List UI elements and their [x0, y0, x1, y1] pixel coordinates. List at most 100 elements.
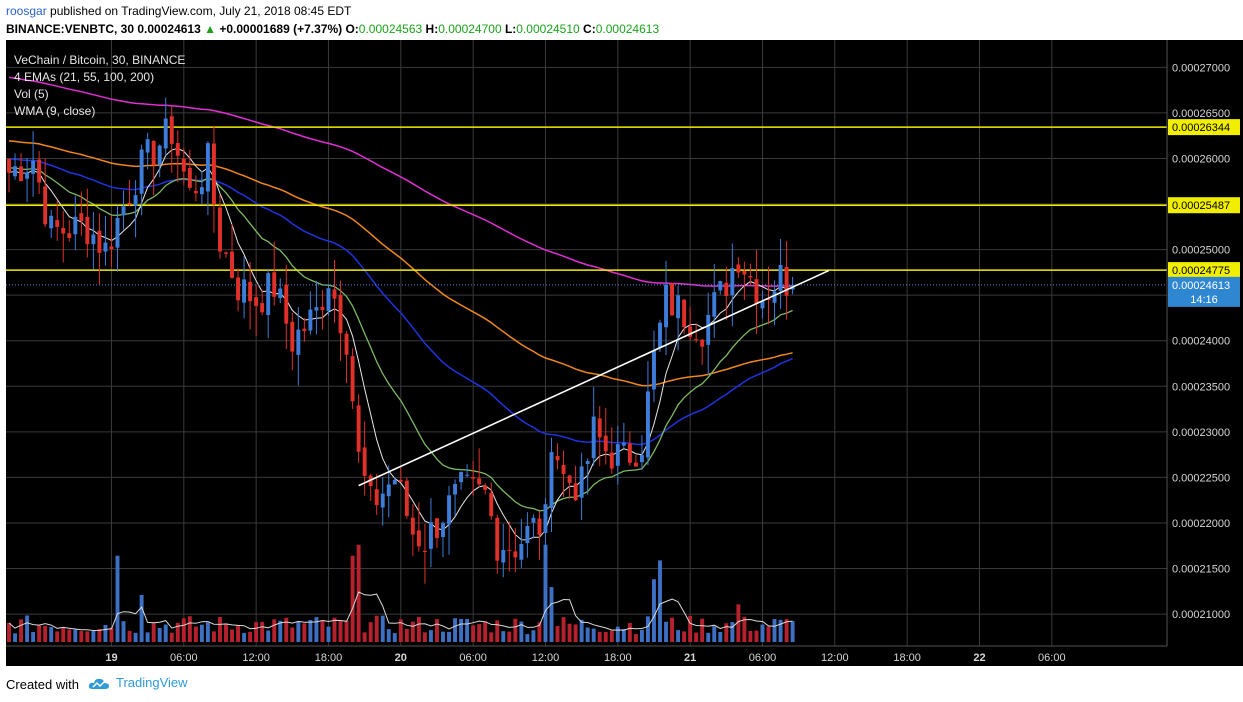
volume-bar — [224, 624, 228, 642]
volume-bar — [410, 621, 415, 642]
volume-bar — [332, 617, 337, 642]
volume-bar — [772, 619, 777, 642]
volume-bar — [712, 626, 717, 642]
volume-bar — [658, 560, 662, 642]
chart-area[interactable]: 0.00021000 0.00021500 0.00022000 0.00022500… — [6, 40, 1243, 666]
candle-body — [513, 551, 518, 558]
volume-bar — [471, 625, 476, 642]
legend-vol: Vol (5) — [14, 87, 49, 101]
y-tick-label: 0.00023000 — [1172, 427, 1230, 439]
volume-bar — [199, 624, 204, 642]
volume-bar — [603, 631, 608, 642]
y-tick-label: 0.00026000 — [1172, 153, 1230, 165]
candle-body — [428, 522, 433, 549]
volume-bar — [350, 555, 355, 642]
volume-bar — [278, 620, 283, 642]
candle-body — [121, 206, 126, 216]
volume-bar — [338, 620, 343, 642]
volume-bar — [175, 622, 180, 642]
volume-bar — [193, 626, 198, 642]
level-badge-label: 0.00026344 — [1172, 122, 1230, 134]
legend-title: VeChain / Bitcoin, 30, BINANCE — [14, 53, 185, 67]
time-axis[interactable] — [6, 646, 1167, 666]
candle-body — [531, 517, 536, 523]
horizontal-levels[interactable] — [6, 126, 1167, 286]
ema-55-line — [8, 158, 793, 446]
candle-body — [73, 216, 78, 235]
x-tick-label: 18:00 — [604, 652, 632, 664]
tradingview-link[interactable]: TradingView — [88, 675, 188, 690]
volume-bar — [477, 624, 482, 642]
candle-body — [706, 314, 711, 345]
volume-bar — [386, 629, 391, 642]
candle-body — [489, 493, 494, 517]
candle-body — [199, 187, 204, 195]
volume-bar — [218, 617, 222, 642]
x-tick-label: 22 — [973, 652, 985, 664]
level-badge — [1168, 197, 1240, 214]
volume-bar — [37, 625, 42, 642]
candle-body — [754, 279, 759, 304]
footer: Created with TradingView — [0, 666, 1243, 702]
volume-bar — [266, 630, 271, 642]
volume-bar — [573, 624, 578, 642]
volume-bar — [627, 623, 632, 642]
candle-body — [694, 339, 699, 341]
trendline[interactable] — [358, 269, 830, 487]
level-badge-label: 0.00024775 — [1172, 265, 1230, 277]
volume-bar — [459, 618, 464, 642]
volume-bar — [609, 630, 614, 642]
wma-9-line — [8, 147, 793, 541]
x-tick-label: 18:00 — [315, 652, 343, 664]
candle-body — [597, 418, 602, 438]
candle-body — [483, 485, 488, 490]
x-tick-label: 06:00 — [1038, 652, 1066, 664]
candle-body — [459, 471, 464, 483]
x-tick-label: 18:00 — [893, 652, 921, 664]
y-tick-label: 0.00021000 — [1172, 609, 1230, 621]
candle-body — [615, 444, 620, 466]
candle-body — [422, 550, 427, 553]
candle-body — [621, 442, 626, 446]
volume-bar — [254, 622, 259, 642]
volume-bar — [308, 619, 313, 642]
volume-bar — [13, 633, 17, 642]
price-axis[interactable] — [1167, 40, 1243, 666]
candle-body — [79, 213, 84, 222]
volume-bar — [465, 619, 470, 642]
candle-body — [55, 220, 60, 227]
candle-body — [374, 489, 379, 506]
candle-body — [230, 251, 234, 278]
candle-body — [224, 252, 228, 254]
candle-body — [772, 291, 777, 303]
y-tick-label: 0.00021500 — [1172, 564, 1230, 576]
candle-body — [356, 405, 361, 452]
candle-body — [555, 456, 560, 461]
volume-bar — [676, 630, 681, 642]
candle-body — [639, 455, 644, 463]
candle-body — [688, 326, 693, 337]
close-label: C: — [583, 22, 596, 36]
candle-body — [760, 301, 765, 309]
candle-body — [748, 276, 753, 278]
volume-bar — [694, 632, 699, 642]
candle-body — [664, 284, 668, 328]
price-chart[interactable]: 0.00021000 0.00021500 0.00022000 0.00022500… — [6, 40, 1243, 666]
author-link[interactable]: roosgar — [6, 4, 47, 18]
high-label: H: — [425, 22, 439, 36]
candle-body — [471, 476, 476, 479]
candle-body — [585, 460, 590, 464]
candles[interactable] — [7, 97, 795, 584]
candle-body — [416, 530, 421, 547]
volume-bar — [61, 627, 66, 642]
candle-body — [266, 273, 271, 316]
candle-body — [549, 452, 554, 508]
y-tick-label: 0.00024000 — [1172, 336, 1230, 348]
volume-bar — [519, 621, 524, 642]
x-tick-label: 12:00 — [242, 652, 270, 664]
symbol-label: BINANCE:VENBTC, 30 — [6, 22, 135, 36]
volume-bar — [428, 630, 433, 642]
volume-bar — [79, 631, 84, 642]
candle-body — [181, 158, 186, 172]
candle-body — [652, 350, 656, 390]
